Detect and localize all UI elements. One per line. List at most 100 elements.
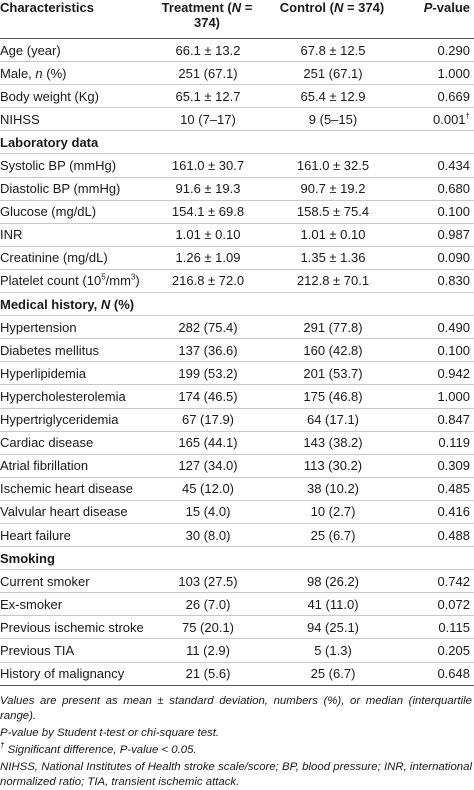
text: 0.090 [437,250,470,266]
text: 1.000 [437,388,470,404]
cell: 143 (38.2) [268,431,398,455]
cell: 0.119 [398,431,474,455]
header-cell: Treatment (N = 374) [148,0,268,39]
text: 38 (10.2) [306,481,360,497]
data-row: Hypertension 282 (75.4) 291 (77.8) 0.490 [0,315,474,340]
section-cell: Laboratory data [0,130,474,155]
italic-text: N [231,0,242,15]
text: 175 (46.8) [303,388,363,404]
text: 0.100 [437,204,470,220]
cell: 216.8 ± 72.0 [148,269,268,294]
text: 10 (7–17) [180,111,236,127]
text: Heart failure [0,527,71,543]
text: Diastolic BP (mmHg) [0,181,121,197]
superscript: 5 [101,273,106,283]
text: Creatinine (mg/dL) [0,250,108,266]
text: 161.0 ± 30.7 [171,158,245,174]
text: Atrial fibrillation [0,458,89,474]
footnote: NIHSS, National Institutes of Health str… [0,760,472,790]
text: 201 (53.7) [303,365,363,381]
text: Platelet count (10 [0,273,102,289]
cell: 11 (2.9) [148,638,268,663]
table-header: Characteristics Treatment (N = 374) Contro… [0,0,474,39]
text: 26 (7.0) [185,596,231,612]
data-row: Glucose (mg/dL) 154.1 ± 69.8 158.5 ± 75.4 0… [0,200,474,224]
text: 10 (2.7) [310,504,356,520]
text: History of malignancy [0,666,125,682]
cell: 161.0 ± 30.7 [148,153,268,178]
text: Smoking [0,550,55,566]
data-row: NIHSS 10 (7–17) 9 (5–15) 0.001† [0,107,474,132]
cell: Ex-smoker [0,592,148,617]
text: Current smoker [0,573,90,589]
cell: 0.416 [398,500,474,524]
cell: 1.000 [398,61,474,86]
text: 1.35 ± 1.36 [300,250,366,266]
cell: Cardiac disease [0,431,148,455]
cell: Ischemic heart disease [0,477,148,501]
text: Hypercholesterolemia [0,388,126,404]
cell: 10 (2.7) [268,500,398,524]
section-cell: Medical history, N (%) [0,292,474,317]
text: 0.290 [437,42,470,58]
cell: 0.115 [398,615,474,640]
text: Hypertriglyceridemia [0,412,119,428]
cell: 158.5 ± 75.4 [268,200,398,224]
text: 0.680 [437,181,470,197]
text: Previous TIA [0,642,75,658]
cell: Male, n (%) [0,61,148,86]
cell: 0.090 [398,246,474,270]
cell: 0.648 [398,662,474,686]
text: 0.987 [437,227,470,243]
text: Characteristics [0,0,94,15]
text: 0.648 [437,666,470,682]
cell: 0.072 [398,592,474,617]
text: 160 (42.8) [303,342,363,358]
cell: NIHSS [0,107,148,132]
header-row: Characteristics Treatment (N = 374) Contro… [0,0,474,39]
superscript: 3 [130,273,136,283]
italic-text: P [423,0,433,15]
text: 1.01 ± 0.10 [300,227,366,243]
text: Laboratory data [0,134,99,150]
cell: 0.290 [398,38,474,63]
text: Medical history, [0,296,101,312]
cell: 67.8 ± 12.5 [268,38,398,63]
cell: Diastolic BP (mmHg) [0,177,148,201]
cell: Hypercholesterolemia [0,384,148,409]
cell: 30 (8.0) [148,523,268,548]
text: 0.847 [437,412,470,428]
text: 137 (36.6) [178,342,238,358]
data-row: Platelet count (105/mm3) 216.8 ± 72.0 212.… [0,269,474,294]
text: 0.119 [438,435,470,451]
footnotes: Values are present as mean ± standard de… [0,694,474,790]
data-row: Hyperlipidemia 199 (53.2) 201 (53.7) 0.942 [0,361,474,386]
text: 143 (38.2) [303,435,363,451]
cell: 1.01 ± 0.10 [148,223,268,247]
italic-text: n [35,65,43,81]
text: 1.000 [437,65,470,81]
header-cell: Control (N = 374) [268,0,398,39]
cell: 199 (53.2) [148,361,268,386]
text: 11 (2.9) [186,642,230,658]
text: 127 (34.0) [178,458,238,474]
cell: 291 (77.8) [268,315,398,340]
cell: 0.001† [398,107,474,132]
text: 251 (67.1) [303,65,363,81]
cell: 1.35 ± 1.36 [268,246,398,270]
cell: 0.830 [398,269,474,294]
cell: 5 (1.3) [268,638,398,663]
cell: 90.7 ± 19.2 [268,177,398,201]
text: 67.8 ± 12.5 [300,42,366,58]
data-row: Ex-smoker 26 (7.0) 41 (11.0) 0.072 [0,592,474,617]
cell: 1.000 [398,384,474,409]
data-row: Valvular heart disease 15 (4.0) 10 (2.7) 0.… [0,500,474,524]
cell: 25 (6.7) [268,662,398,686]
text: 1.01 ± 0.10 [175,227,241,243]
cell: 0.942 [398,361,474,386]
cell: 21 (5.6) [148,662,268,686]
text: 174 (46.5) [178,388,238,404]
text: Age (year) [0,42,61,58]
cell: 0.490 [398,315,474,340]
